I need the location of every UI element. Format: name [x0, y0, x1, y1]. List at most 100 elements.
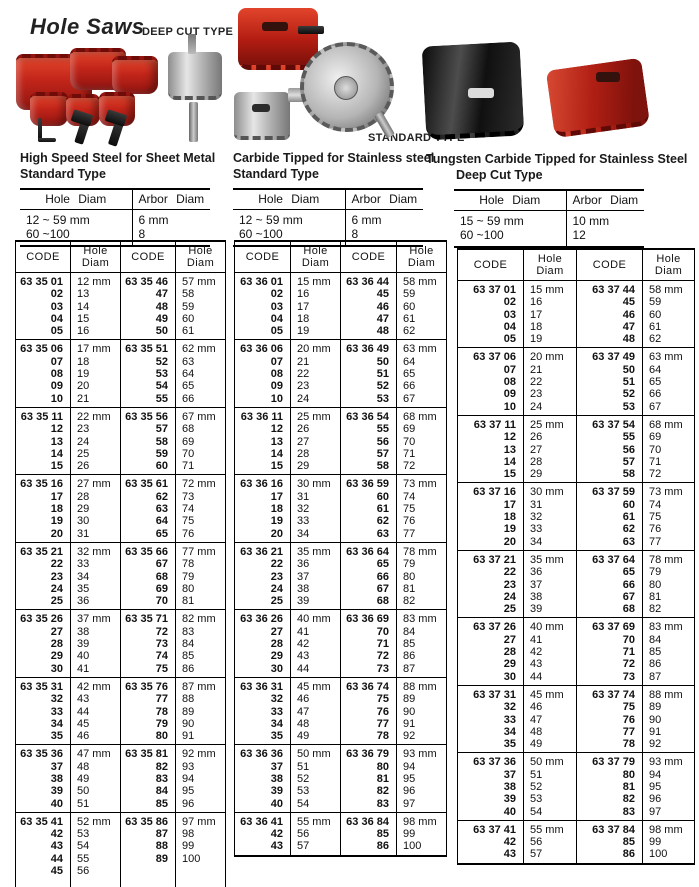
- code-cell: 03: [234, 300, 291, 313]
- code-cell: 48: [120, 300, 176, 313]
- code-cell: 74: [120, 650, 176, 663]
- code-cell: 24: [234, 582, 291, 596]
- hole-diam-cell: 43: [290, 650, 341, 663]
- hole-diam-cell: 63: [175, 355, 226, 369]
- hole-diam-cell: 28: [523, 455, 577, 469]
- hole-diam-cell: 98 mm: [642, 819, 695, 837]
- code-cell: 62: [340, 515, 397, 528]
- hole-diam-column-header: Hole Diam: [642, 248, 695, 281]
- hole-diam-cell: 52 mm: [70, 811, 121, 829]
- spec-section-carbide-tipped: Carbide Tipped for Stainless steel Stand…: [233, 150, 445, 247]
- code-cell: 28: [457, 646, 524, 659]
- hole-diam-cell: 60: [175, 312, 226, 326]
- code-column-header: CODE: [576, 248, 643, 281]
- hole-diam-cell: 57: [523, 848, 577, 864]
- spec-cell: 12 ~ 59 mm: [233, 209, 346, 227]
- hole-diam-cell: 67: [396, 392, 447, 408]
- code-cell: 35: [234, 730, 291, 745]
- code-cell: 29: [457, 658, 524, 671]
- hole-diam-cell: 59: [642, 296, 695, 309]
- hole-diam-cell: 82: [396, 595, 447, 610]
- code-cell: 04: [15, 312, 71, 326]
- code-cell: 47: [340, 312, 397, 326]
- hole-diam-cell: 27: [523, 443, 577, 456]
- hole-diam-cell: 81: [175, 595, 226, 610]
- code-cell: 63 35 06: [15, 339, 71, 356]
- code-cell: 37: [234, 760, 291, 773]
- code-cell: 63 36 06: [234, 339, 291, 356]
- hole-diam-cell: 51: [70, 797, 121, 813]
- hole-diam-cell: 94: [396, 760, 447, 773]
- hole-diam-cell: 57 mm: [175, 272, 226, 289]
- hole-diam-cell: 82 mm: [175, 609, 226, 626]
- code-cell: 63 37 84: [576, 819, 643, 837]
- code-cell: 63 36 26: [234, 609, 291, 626]
- hole-diam-cell: 46: [70, 730, 121, 745]
- hole-diam-cell: 33: [70, 558, 121, 571]
- code-cell: 82: [120, 760, 176, 773]
- hole-diam-cell: 41: [523, 633, 577, 647]
- hole-diam-cell: 77: [642, 535, 695, 551]
- hole-diam-cell: 81: [396, 582, 447, 596]
- hole-diam-cell: 39: [70, 638, 121, 651]
- hole-diam-cell: 71: [396, 447, 447, 461]
- code-cell: 63 35 71: [120, 609, 176, 626]
- hole-diam-cell: 75: [175, 515, 226, 528]
- code-cell: 63 35 31: [15, 676, 71, 694]
- saw-shaft-image: [298, 26, 324, 34]
- code-cell: 70: [120, 595, 176, 610]
- hole-diam-cell: 65: [175, 380, 226, 393]
- code-cell: 40: [234, 797, 291, 813]
- hole-diam-column-header: Hole Diam: [396, 240, 447, 273]
- code-cell: 23: [234, 570, 291, 583]
- hole-diam-cell: 40: [70, 650, 121, 663]
- hole-diam-cell: 64: [642, 363, 695, 377]
- code-cell: 63 35 01: [15, 272, 71, 289]
- code-cell: 35: [15, 730, 71, 745]
- spec-col-hole-diam: Hole Diam: [233, 188, 346, 210]
- code-cell: 63 37 06: [457, 347, 524, 364]
- code-cell: 63 36 11: [234, 406, 291, 424]
- hole-diam-cell: 73: [175, 490, 226, 504]
- hole-diam-cell: 86: [175, 662, 226, 678]
- code-cell: 43: [234, 840, 291, 856]
- spec-section-high-speed-steel: High Speed Steel for Sheet Metal Standar…: [20, 150, 226, 247]
- code-cell: 63 37 21: [457, 549, 524, 567]
- code-column-header: CODE: [340, 240, 397, 273]
- hole-diam-cell: 15 mm: [523, 280, 577, 297]
- hole-diam-cell: 16: [523, 296, 577, 309]
- code-cell: 78: [576, 738, 643, 753]
- hole-diam-cell: 61: [642, 320, 695, 334]
- code-cell: 08: [457, 376, 524, 389]
- hole-diam-cell: 52: [523, 780, 577, 794]
- code-cell: 39: [457, 793, 524, 806]
- code-cell: 12: [457, 431, 524, 444]
- code-cell: 28: [15, 638, 71, 651]
- hole-diam-cell: 100: [642, 848, 695, 864]
- hole-diam-cell: 18: [290, 312, 341, 326]
- code-cell: 07: [234, 355, 291, 369]
- code-cell: 32: [234, 693, 291, 706]
- hole-diam-cell: 70: [396, 435, 447, 448]
- hole-diam-cell: 41: [70, 662, 121, 678]
- code-cell: 63 36 01: [234, 272, 291, 289]
- code-cell: 72: [120, 625, 176, 639]
- hole-diam-cell: 93 mm: [396, 744, 447, 761]
- code-column-header: CODE: [457, 248, 524, 281]
- hole-diam-cell: 39: [290, 595, 341, 610]
- hole-diam-cell: 66: [642, 388, 695, 401]
- spec-cell: 15 ~ 59 mm: [454, 210, 567, 228]
- hole-diam-cell: 72 mm: [175, 474, 226, 491]
- code-cell: 13: [457, 443, 524, 456]
- hole-diam-cell: 75: [396, 503, 447, 516]
- code-cell: 55: [120, 392, 176, 408]
- code-cell: 63 37 26: [457, 617, 524, 634]
- code-cell: 86: [340, 840, 397, 856]
- code-cell: 19: [457, 523, 524, 536]
- code-cell: 40: [15, 797, 71, 813]
- hole-diam-cell: 20 mm: [290, 339, 341, 356]
- code-cell: 27: [15, 625, 71, 639]
- hole-diam-cell: 96: [175, 797, 226, 813]
- hole-diam-cell: 19: [290, 325, 341, 340]
- hole-diam-cell: 97 mm: [175, 811, 226, 829]
